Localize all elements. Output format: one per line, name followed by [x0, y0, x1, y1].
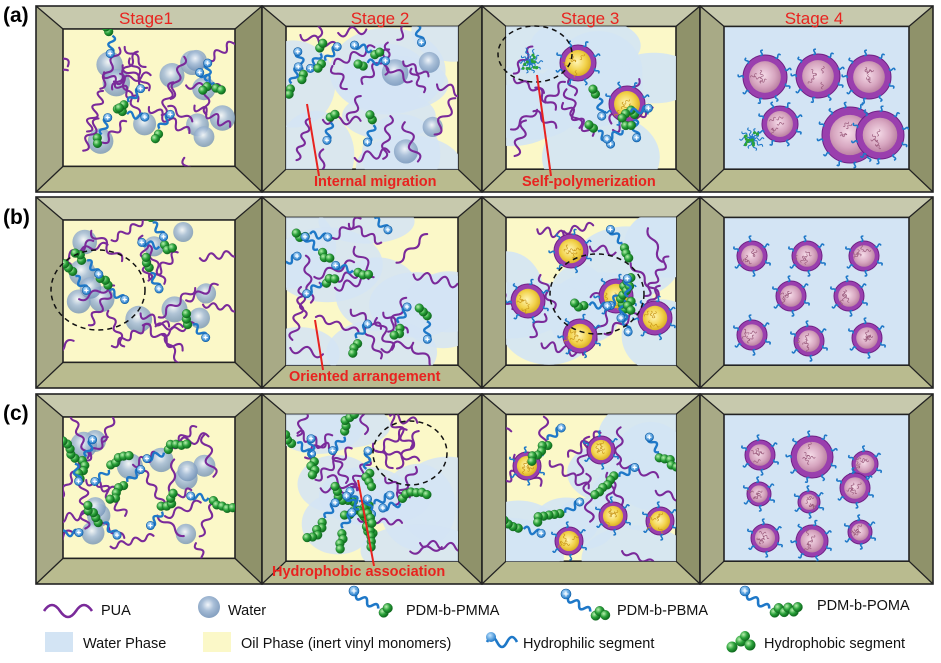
legend-pua: PUA	[42, 603, 131, 619]
pdm-b-pmma-icon	[348, 585, 393, 618]
water-droplet-icon	[198, 596, 220, 618]
panel-a-stage-2	[261, 5, 483, 193]
dashed-highlight-4	[372, 420, 448, 486]
legend-hydrophobic: Hydrophobic segment	[726, 631, 905, 653]
overlays	[50, 25, 645, 486]
panel-b-stage-1	[35, 196, 263, 389]
svg-text:Self-polymerization: Self-polymerization	[522, 174, 656, 190]
svg-text:PDM-b-PMMA: PDM-b-PMMA	[406, 603, 500, 619]
svg-text:Hydrophobic association: Hydrophobic association	[272, 564, 445, 580]
legend-hydrophilic: Hydrophilic segment	[485, 632, 654, 652]
svg-text:Water: Water	[228, 603, 266, 619]
panel-b-stage-4	[699, 196, 934, 389]
dashed-highlight-3	[549, 253, 645, 335]
panel-c-stage-1	[35, 393, 263, 585]
panel-b-stage-3	[481, 196, 701, 389]
legend-oil-phase: Oil Phase (inert vinyl monomers)	[203, 632, 451, 652]
panel-c-stage-4	[699, 393, 934, 585]
svg-text:PUA: PUA	[101, 603, 131, 619]
legend-pdm-b-poma: PDM-b-POMA	[739, 585, 910, 618]
annotation-internal-migration: Internal migration	[306, 103, 436, 190]
hydrophobic-segment-icon	[726, 631, 756, 653]
panel-grid	[35, 5, 934, 585]
row-label-a: (a)	[3, 4, 29, 27]
pdm-b-pbma-icon	[560, 588, 611, 621]
water-phase-swatch	[45, 632, 73, 652]
legend-pdm-b-pmma: PDM-b-PMMA	[348, 585, 500, 619]
stage-title-3: Stage 3	[561, 9, 620, 28]
svg-text:Oil Phase (inert vinyl monomer: Oil Phase (inert vinyl monomers)	[241, 636, 451, 652]
svg-text:Oriented arrangement: Oriented arrangement	[289, 369, 441, 385]
panel-c-stage-3	[481, 393, 701, 585]
svg-text:Hydrophilic segment: Hydrophilic segment	[523, 636, 654, 652]
svg-text:PDM-b-PBMA: PDM-b-PBMA	[617, 603, 708, 619]
panel-a-stage-1	[35, 5, 263, 193]
svg-text:PDM-b-POMA: PDM-b-POMA	[817, 598, 910, 614]
svg-text:Hydrophobic segment: Hydrophobic segment	[764, 636, 905, 652]
panel-c-stage-2	[261, 393, 483, 585]
pdm-b-poma-icon	[739, 585, 803, 618]
stage-title-4: Stage 4	[785, 9, 844, 28]
row-label-c: (c)	[3, 402, 29, 425]
dashed-highlight-1	[497, 25, 573, 83]
annotation-self-polymerization: Self-polymerization	[522, 74, 656, 190]
stage-title-2: Stage 2	[351, 9, 410, 28]
legend: PUA Water PDM-b-PMMA PDM-b-PBMA PDM-b-PO…	[42, 585, 910, 653]
annotation-hydrophobic-association: Hydrophobic association	[272, 479, 445, 580]
legend-water-phase: Water Phase	[45, 632, 166, 652]
panel-b-stage-2	[261, 196, 483, 389]
legend-water: Water	[198, 596, 266, 619]
panel-a-stage-4	[699, 5, 934, 193]
pua-chain-icon	[42, 603, 94, 619]
dashed-highlight-2	[50, 249, 146, 331]
legend-pdm-b-pbma: PDM-b-PBMA	[560, 588, 708, 621]
svg-text:Internal migration: Internal migration	[314, 174, 436, 190]
oil-phase-swatch	[203, 632, 231, 652]
stage-title-1: Stage1	[119, 9, 173, 28]
svg-text:Water Phase: Water Phase	[83, 636, 166, 652]
row-label-b: (b)	[3, 206, 30, 229]
annotation-oriented-arrangement: Oriented arrangement	[289, 319, 441, 385]
panel-a-stage-3	[481, 5, 701, 193]
